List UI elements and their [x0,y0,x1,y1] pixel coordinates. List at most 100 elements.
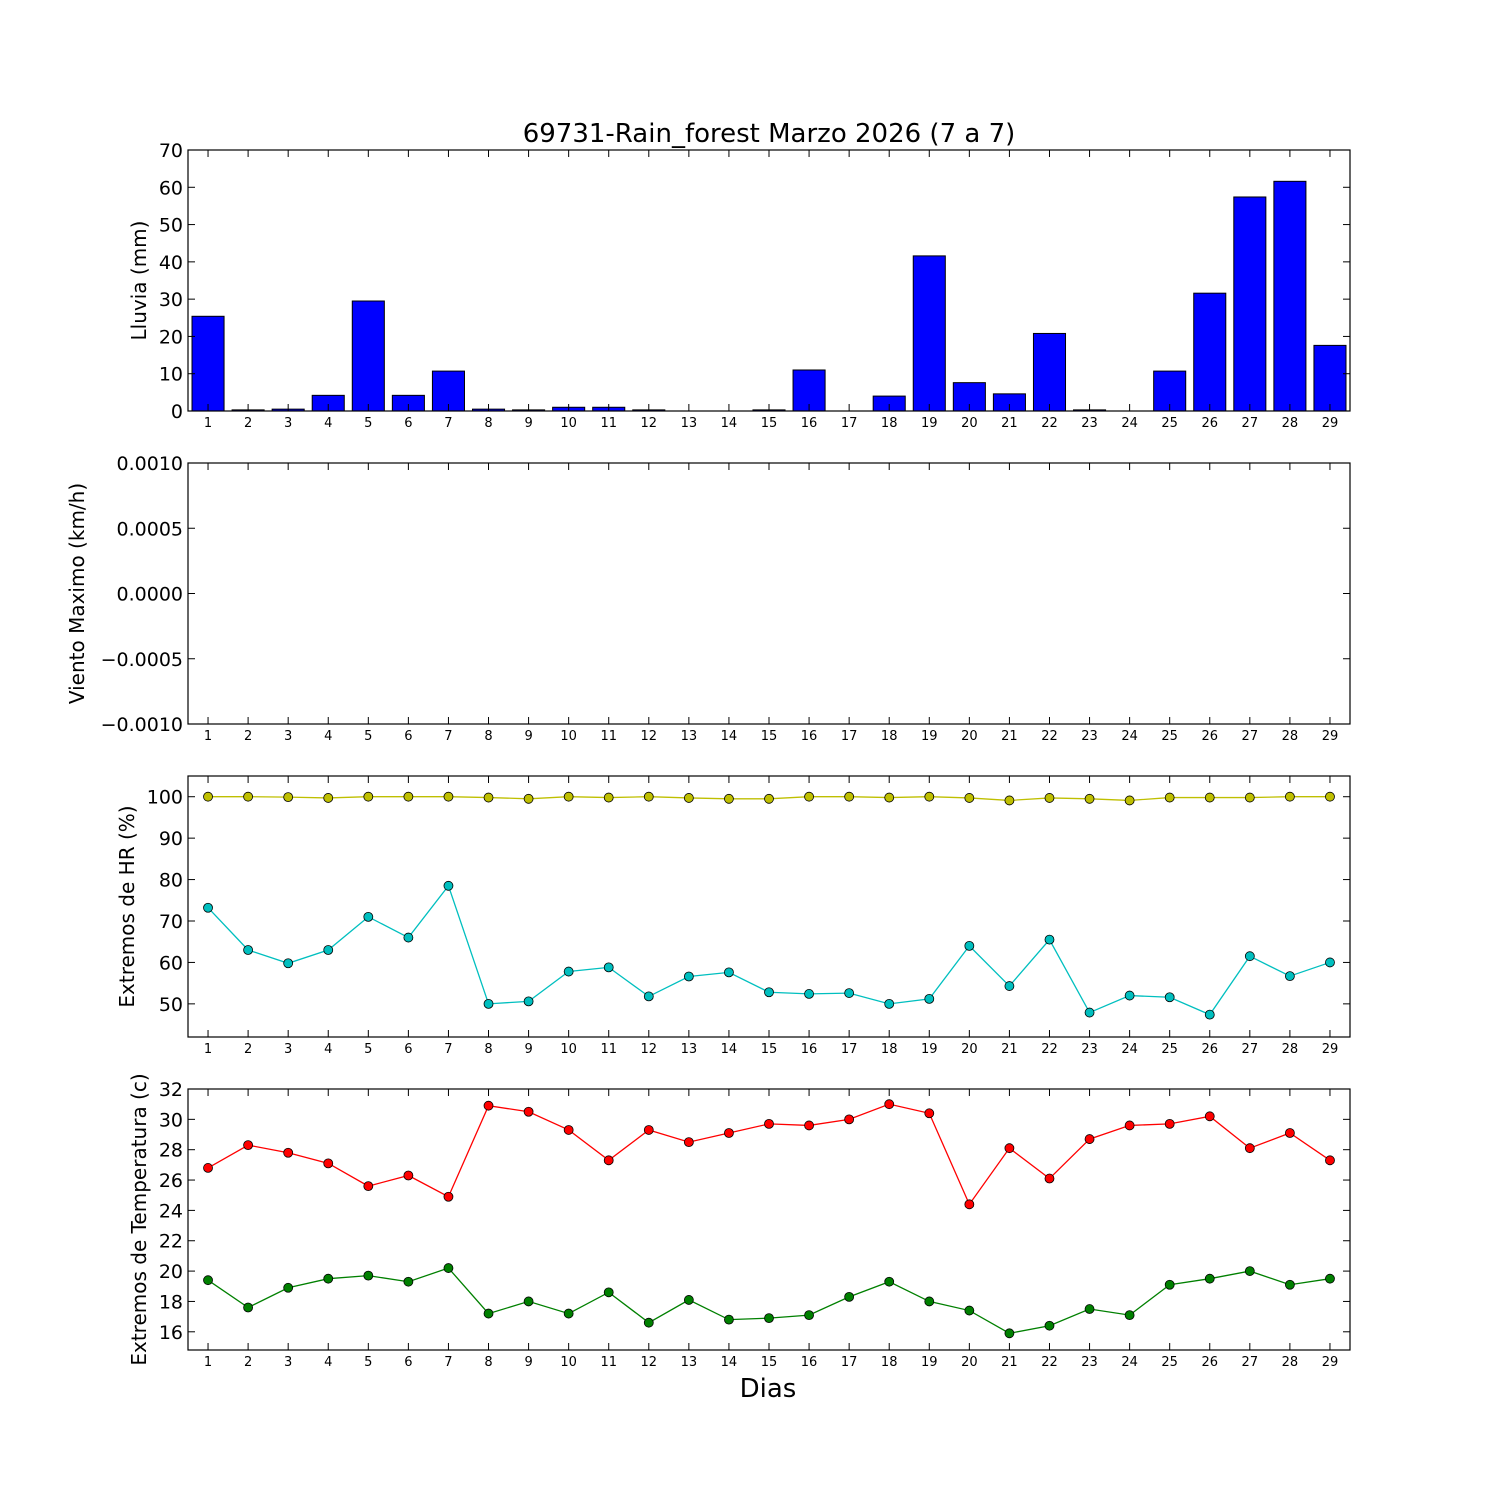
series-0-point-day-19 [924,1108,935,1119]
x-tick-label: 8 [484,1355,492,1370]
y-axis-label: Extremos de Temperatura (c) [127,1073,151,1365]
x-tick-label: 28 [1282,1355,1299,1370]
y-tick-label: 50 [159,994,183,1016]
series-1-point-day-6 [403,1276,414,1287]
x-tick-label: 19 [921,1355,938,1370]
series-1-point-day-23 [1084,1007,1095,1018]
x-tick-label: 11 [600,416,617,431]
y-tick-label: 40 [159,252,183,274]
series-1-point-day-4 [323,945,334,955]
series-1-point-day-3 [283,1282,294,1293]
series-1-point-day-28 [1285,1279,1295,1290]
series-1-point-day-14 [724,967,734,978]
x-tick-label: 13 [681,729,698,744]
series-1-point-day-8 [483,998,494,1009]
y-tick-label: 90 [159,828,183,850]
x-tick-label: 22 [1041,416,1058,431]
y-tick-label: 50 [159,215,183,237]
series-0-point-day-26 [1204,792,1215,803]
series-1-point-day-20 [964,940,975,951]
series-1-point-day-6 [403,932,414,943]
series-1-point-day-16 [804,1310,814,1320]
y-axis-label: Extremos de HR (%) [115,805,139,1007]
series-1-point-day-5 [363,911,374,922]
x-tick-label: 7 [444,729,452,744]
series-1-point-day-29 [1325,1273,1335,1284]
series-0-point-day-16 [804,791,814,802]
series-0-point-day-2 [243,791,254,802]
series-0-point-day-12 [643,1125,654,1135]
series-1-point-day-10 [563,966,574,977]
y-tick-label: 20 [159,326,183,348]
series-0-point-day-6 [403,1170,414,1181]
series-1-point-day-25 [1164,992,1175,1003]
x-tick-label: 14 [721,1042,738,1057]
y-tick-label: 70 [159,140,183,162]
x-tick-label: 16 [801,1042,818,1057]
series-0-point-day-28 [1285,791,1295,802]
x-tick-label: 3 [284,729,292,744]
x-tick-label: 5 [364,1042,372,1057]
x-tick-label: 16 [801,416,818,431]
series-0-point-day-20 [964,793,975,803]
y-tick-label: 28 [159,1140,183,1162]
y-tick-label: 60 [159,177,183,199]
x-tick-label: 20 [961,416,978,431]
y-tick-label: 60 [159,952,183,974]
x-tick-label: 29 [1322,416,1339,431]
rain-bar-day-19 [912,255,946,412]
x-tick-label: 5 [364,729,372,744]
y-tick-label: 30 [159,1109,183,1131]
x-tick-label: 9 [524,729,532,744]
y-tick-label: −0.0010 [101,714,183,736]
series-1-point-day-19 [924,1296,935,1307]
series-1-point-day-10 [563,1308,574,1319]
x-tick-label: 12 [641,729,658,744]
y-tick-label: 100 [147,787,183,809]
rain-bar-day-22 [1032,332,1067,412]
x-tick-label: 6 [404,416,412,431]
series-1-point-day-8 [483,1308,494,1319]
series-0-point-day-6 [403,791,414,802]
y-tick-label: 16 [159,1322,183,1344]
x-tick-label: 28 [1282,416,1299,431]
series-1-point-day-26 [1204,1273,1215,1284]
x-tick-label: 15 [761,1355,778,1370]
series-0-point-day-10 [563,791,574,802]
x-tick-label: 21 [1001,729,1018,744]
x-tick-label: 11 [600,729,617,744]
series-0-point-day-12 [643,791,654,802]
x-tick-label: 18 [881,1355,898,1370]
x-tick-label: 25 [1161,1042,1178,1057]
x-tick-label: 20 [961,1355,978,1370]
series-0-point-day-8 [483,1100,494,1111]
x-tick-label: 28 [1282,729,1299,744]
x-tick-label: 3 [284,1042,292,1057]
x-tick-label: 13 [681,1355,698,1370]
series-1-point-day-28 [1285,971,1295,981]
x-tick-label: 21 [1001,1042,1018,1057]
series-1-point-day-26 [1204,1009,1215,1020]
x-tick-label: 10 [560,729,577,744]
x-tick-label: 14 [721,416,738,431]
x-tick-label: 25 [1161,1355,1178,1370]
series-1-point-day-11 [603,962,614,973]
x-tick-label: 29 [1322,1355,1339,1370]
x-tick-label: 10 [560,416,577,431]
x-tick-label: 17 [841,729,858,744]
x-tick-label: 22 [1041,1042,1058,1057]
x-tick-label: 18 [881,1042,898,1057]
x-tick-label: 3 [284,416,292,431]
series-1-point-day-22 [1044,934,1055,945]
y-tick-label: 20 [159,1261,183,1283]
x-tick-label: 9 [524,1355,532,1370]
series-1-point-day-4 [323,1273,334,1284]
y-tick-label: 26 [159,1170,183,1192]
x-tick-label: 29 [1322,1042,1339,1057]
x-tick-label: 8 [484,729,492,744]
rain-bar-day-20 [952,382,986,412]
series-1-point-day-16 [804,989,814,999]
x-tick-label: 24 [1121,729,1138,744]
series-1-point-day-29 [1325,957,1335,968]
x-tick-label: 19 [921,416,938,431]
